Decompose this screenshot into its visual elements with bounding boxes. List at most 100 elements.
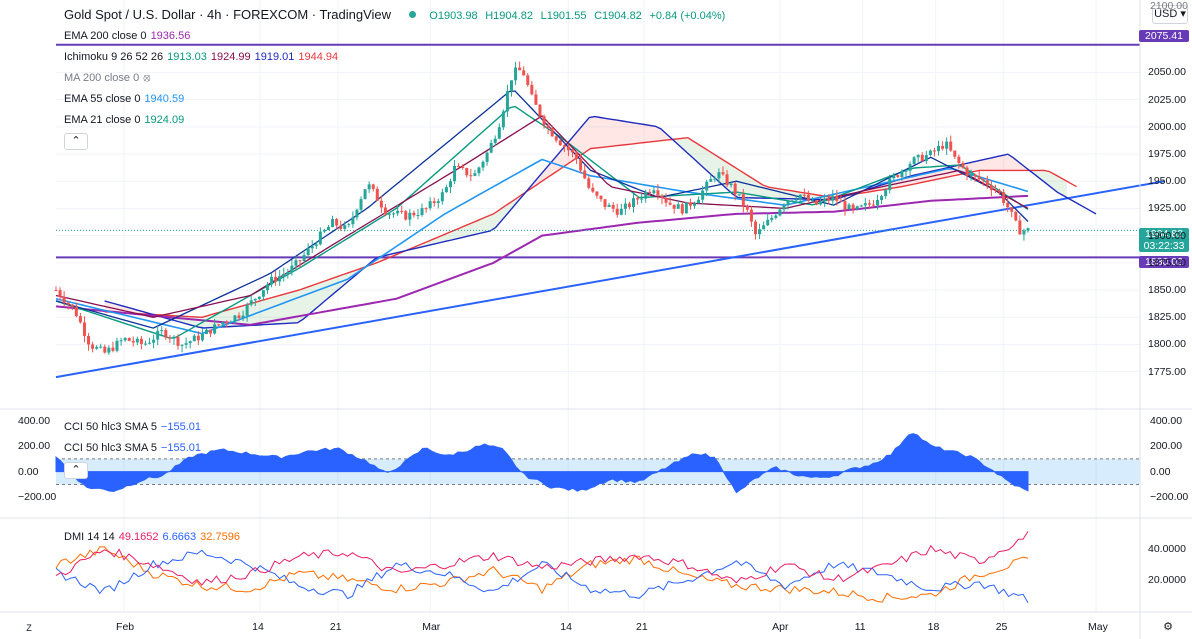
candle-body — [863, 203, 867, 206]
legend-ema55[interactable]: EMA 55 close 0 1940.59 — [64, 93, 188, 106]
cloud-segment — [754, 179, 763, 199]
candle-body — [611, 204, 615, 209]
price-tick: 2000.00 — [1148, 120, 1186, 133]
candle-body — [58, 290, 62, 297]
legend-value: −155.01 — [160, 442, 202, 454]
candle-body — [819, 201, 823, 205]
candle-body — [322, 230, 326, 232]
candle-body — [493, 138, 497, 143]
candle-body — [562, 145, 566, 147]
candle-body — [745, 205, 749, 210]
candle-body — [859, 205, 863, 207]
legend-cci-b[interactable]: CCI 50 hlc3 SMA 5 −155.01 — [64, 442, 205, 455]
candle-body — [627, 203, 631, 208]
candle-body — [623, 203, 627, 209]
candle-body — [530, 84, 534, 95]
cloud-segment — [537, 168, 546, 185]
candle-body — [534, 94, 538, 105]
candle-body — [737, 194, 741, 196]
candle-body — [542, 116, 546, 126]
candle-body — [749, 209, 753, 222]
candle-body — [91, 344, 95, 349]
zoom-z-button[interactable]: Z — [22, 621, 36, 635]
candles[interactable] — [54, 61, 1030, 355]
cci-right-tick: 200.00 — [1150, 440, 1183, 453]
eye-hidden-icon[interactable]: ⦻ — [143, 72, 151, 84]
candle-body — [469, 175, 473, 177]
candle-body — [339, 225, 343, 229]
candle-body — [1018, 220, 1022, 235]
candle-body — [632, 198, 636, 208]
legend-ma200[interactable]: MA 200 close 0 ⦻ — [64, 72, 155, 85]
candle-body — [168, 337, 172, 339]
candle-body — [920, 154, 924, 162]
candle-body — [371, 184, 375, 189]
cloud-segment — [706, 149, 715, 178]
candle-body — [579, 158, 583, 171]
legend-ichimoku[interactable]: Ichimoku 9 26 52 26 1913.03 1924.99 1919.01… — [64, 51, 342, 64]
candle-body — [213, 324, 217, 334]
candle-body — [660, 195, 664, 199]
time-tick: Feb — [116, 621, 135, 633]
candle-body — [941, 145, 945, 149]
candle-body — [310, 245, 314, 249]
candle-body — [981, 179, 985, 181]
cloud-segment — [585, 116, 594, 152]
candle-body — [672, 204, 676, 209]
ohlc-open: O1903.98 — [429, 10, 478, 22]
candle-body — [896, 175, 900, 178]
candle-body — [509, 80, 513, 92]
candle-body — [70, 304, 74, 307]
candle-body — [522, 70, 526, 76]
candle-body — [851, 204, 855, 210]
cci-right-tick: 400.00 — [1150, 414, 1183, 427]
candle-body — [810, 200, 814, 202]
candle-body — [1022, 230, 1026, 235]
legend-label: EMA 21 close 0 — [64, 114, 141, 126]
candle-body — [355, 209, 359, 218]
candle-body — [888, 178, 892, 191]
candle-body — [396, 210, 400, 214]
candle-body — [95, 346, 99, 349]
time-tick: Mar — [422, 621, 441, 633]
candle-body — [1026, 228, 1030, 231]
cloud-segment — [1010, 155, 1019, 171]
legend-dmi[interactable]: DMI 14 14 49.1652 6.6663 32.7596 — [64, 531, 244, 544]
cloud-segment — [970, 160, 979, 173]
cloud-segment — [1002, 155, 1011, 171]
grid-lines — [56, 0, 1140, 612]
cci-right-tick: −200.00 — [1150, 491, 1189, 504]
collapse-cci-legend-button[interactable]: ⌃ — [64, 462, 88, 479]
candle-body — [823, 198, 827, 202]
cloud-segment — [1034, 170, 1043, 181]
dmi-pane[interactable] — [55, 531, 1029, 604]
legend-cci-a[interactable]: CCI 50 hlc3 SMA 5 −155.01 — [64, 421, 205, 434]
candle-body — [241, 315, 245, 319]
chevron-down-icon: ▾ — [1177, 8, 1186, 20]
legend-value: 6.6663 — [162, 531, 197, 543]
candle-body — [546, 125, 550, 128]
currency-selector[interactable]: USD ▾ — [1152, 5, 1188, 24]
di-minus-line — [55, 549, 1029, 604]
candle-body — [721, 172, 725, 175]
chart-header: Gold Spot / U.S. Dollar · 4h · FOREXCOM … — [64, 7, 725, 22]
candle-body — [953, 150, 957, 157]
price-tick: 1850.00 — [1148, 284, 1186, 297]
collapse-legend-button[interactable]: ⌃ — [64, 133, 88, 150]
candle-body — [436, 201, 440, 204]
candle-body — [583, 170, 587, 179]
cloud-segment — [617, 120, 626, 146]
legend-ema200[interactable]: EMA 200 close 0 1936.56 — [64, 30, 194, 43]
candle-body — [591, 187, 595, 192]
legend-ema21[interactable]: EMA 21 close 0 1924.09 — [64, 114, 188, 127]
settings-gear-icon[interactable]: ⚙ — [1158, 620, 1178, 635]
candle-body — [684, 202, 688, 214]
candle-body — [871, 204, 875, 206]
candle-body — [82, 322, 86, 336]
candle-body — [924, 155, 928, 162]
cci-pane[interactable] — [55, 433, 1140, 494]
candle-body — [928, 150, 932, 156]
symbol-title[interactable]: Gold Spot / U.S. Dollar · 4h · FOREXCOM … — [64, 7, 392, 22]
candle-body — [477, 167, 481, 174]
